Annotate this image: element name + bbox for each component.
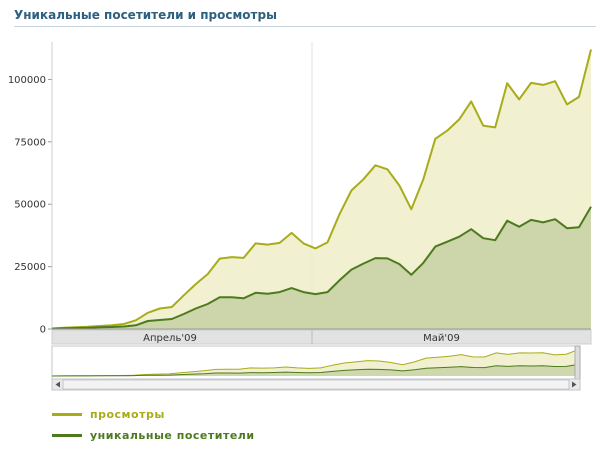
- navigator-scrollbar-thumb[interactable]: [62, 379, 570, 390]
- y-tick-label: 100000: [8, 75, 46, 86]
- navigator-panel[interactable]: [0, 343, 610, 391]
- navigator-series-visitors-area: [52, 364, 578, 376]
- legend-swatch-visitors: [52, 434, 82, 437]
- y-tick-label: 25000: [14, 262, 46, 273]
- navigator-series: [51, 349, 579, 377]
- y-tick-label: 75000: [14, 137, 46, 148]
- chevron-left-icon: [55, 381, 60, 388]
- chart-legend: просмотры уникальные посетители: [52, 404, 255, 446]
- legend-swatch-views: [52, 413, 82, 416]
- y-tick-label: 50000: [14, 200, 46, 211]
- navigator-right-handle[interactable]: [574, 345, 581, 380]
- chart-series: [51, 49, 592, 330]
- scroll-left-button[interactable]: [51, 378, 64, 391]
- chevron-right-icon: [572, 381, 577, 388]
- navigator-series-visitors-line: [51, 364, 579, 377]
- main-area-chart: 0 25000 50000 75000 100000 Апрель'09 Май'09: [8, 42, 592, 345]
- legend-item-visitors[interactable]: уникальные посетители: [52, 425, 255, 446]
- page-title: Уникальные посетители и просмотры: [14, 8, 277, 22]
- legend-label-visitors: уникальные посетители: [90, 429, 255, 442]
- x-tick-label: Апрель'09: [143, 333, 197, 344]
- legend-label-views: просмотры: [90, 408, 165, 421]
- chart-axis: Апрель'09 Май'09: [51, 328, 592, 345]
- x-tick-label: Май'09: [423, 333, 460, 344]
- series-visitors-line: [51, 206, 592, 330]
- y-tick-label: 0: [40, 325, 46, 336]
- series-views-line: [51, 49, 592, 330]
- legend-item-views[interactable]: просмотры: [52, 404, 255, 425]
- x-axis-band: [51, 329, 592, 345]
- navigator-series-views-line: [51, 349, 579, 377]
- title-divider: [14, 26, 596, 27]
- series-visitors-area: [52, 206, 591, 329]
- scroll-right-button[interactable]: [568, 378, 581, 391]
